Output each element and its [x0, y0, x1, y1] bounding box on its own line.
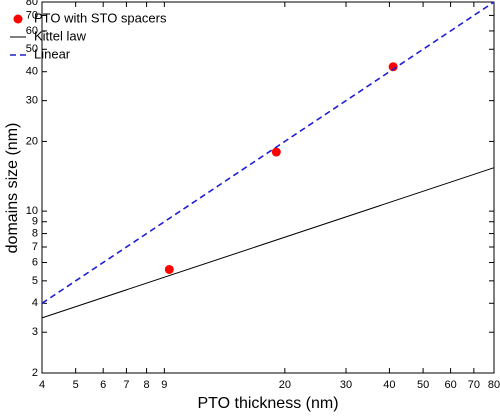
y-tick-label: 9 [32, 216, 38, 228]
y-tick-label: 80 [26, 0, 38, 8]
x-tick-label: 9 [161, 379, 167, 391]
x-tick-label: 70 [468, 379, 480, 391]
x-tick-label: 7 [123, 379, 129, 391]
x-tick-label: 5 [73, 379, 79, 391]
y-tick-label: 30 [26, 95, 38, 107]
x-tick-label: 40 [383, 379, 395, 391]
y-tick-label: 20 [26, 135, 38, 147]
x-tick-label: 4 [39, 379, 45, 391]
y-tick-label: 50 [26, 43, 38, 55]
x-tick-label: 60 [444, 379, 456, 391]
x-tick-label: 8 [144, 379, 150, 391]
data-point [164, 264, 174, 274]
y-tick-label: 6 [32, 256, 38, 268]
x-tick-label: 6 [100, 379, 106, 391]
y-tick-label: 8 [32, 227, 38, 239]
x-tick-label: 20 [279, 379, 291, 391]
y-tick-label: 60 [26, 25, 38, 37]
y-tick-label: 7 [32, 241, 38, 253]
y-tick-label: 2 [32, 367, 38, 379]
data-point [271, 147, 281, 157]
data-point [388, 62, 398, 72]
y-tick-label: 5 [32, 275, 38, 287]
y-tick-label: 10 [26, 205, 38, 217]
legend-label: PTO with STO spacers [34, 10, 167, 25]
legend-label: Kittel law [34, 28, 87, 43]
x-tick-label: 50 [417, 379, 429, 391]
y-tick-label: 4 [32, 297, 38, 309]
x-tick-label: 80 [488, 379, 500, 391]
y-tick-label: 40 [26, 66, 38, 78]
legend-marker [13, 14, 23, 24]
y-tick-label: 70 [26, 9, 38, 21]
x-tick-label: 30 [340, 379, 352, 391]
y-tick-label: 3 [32, 326, 38, 338]
legend-label: Linear [34, 46, 71, 61]
series-line [41, 1, 495, 304]
y-axis-title: domains size (nm) [4, 123, 21, 254]
series-line [41, 167, 495, 319]
plot-frame [41, 1, 495, 374]
x-axis-title: PTO thickness (nm) [197, 395, 338, 412]
